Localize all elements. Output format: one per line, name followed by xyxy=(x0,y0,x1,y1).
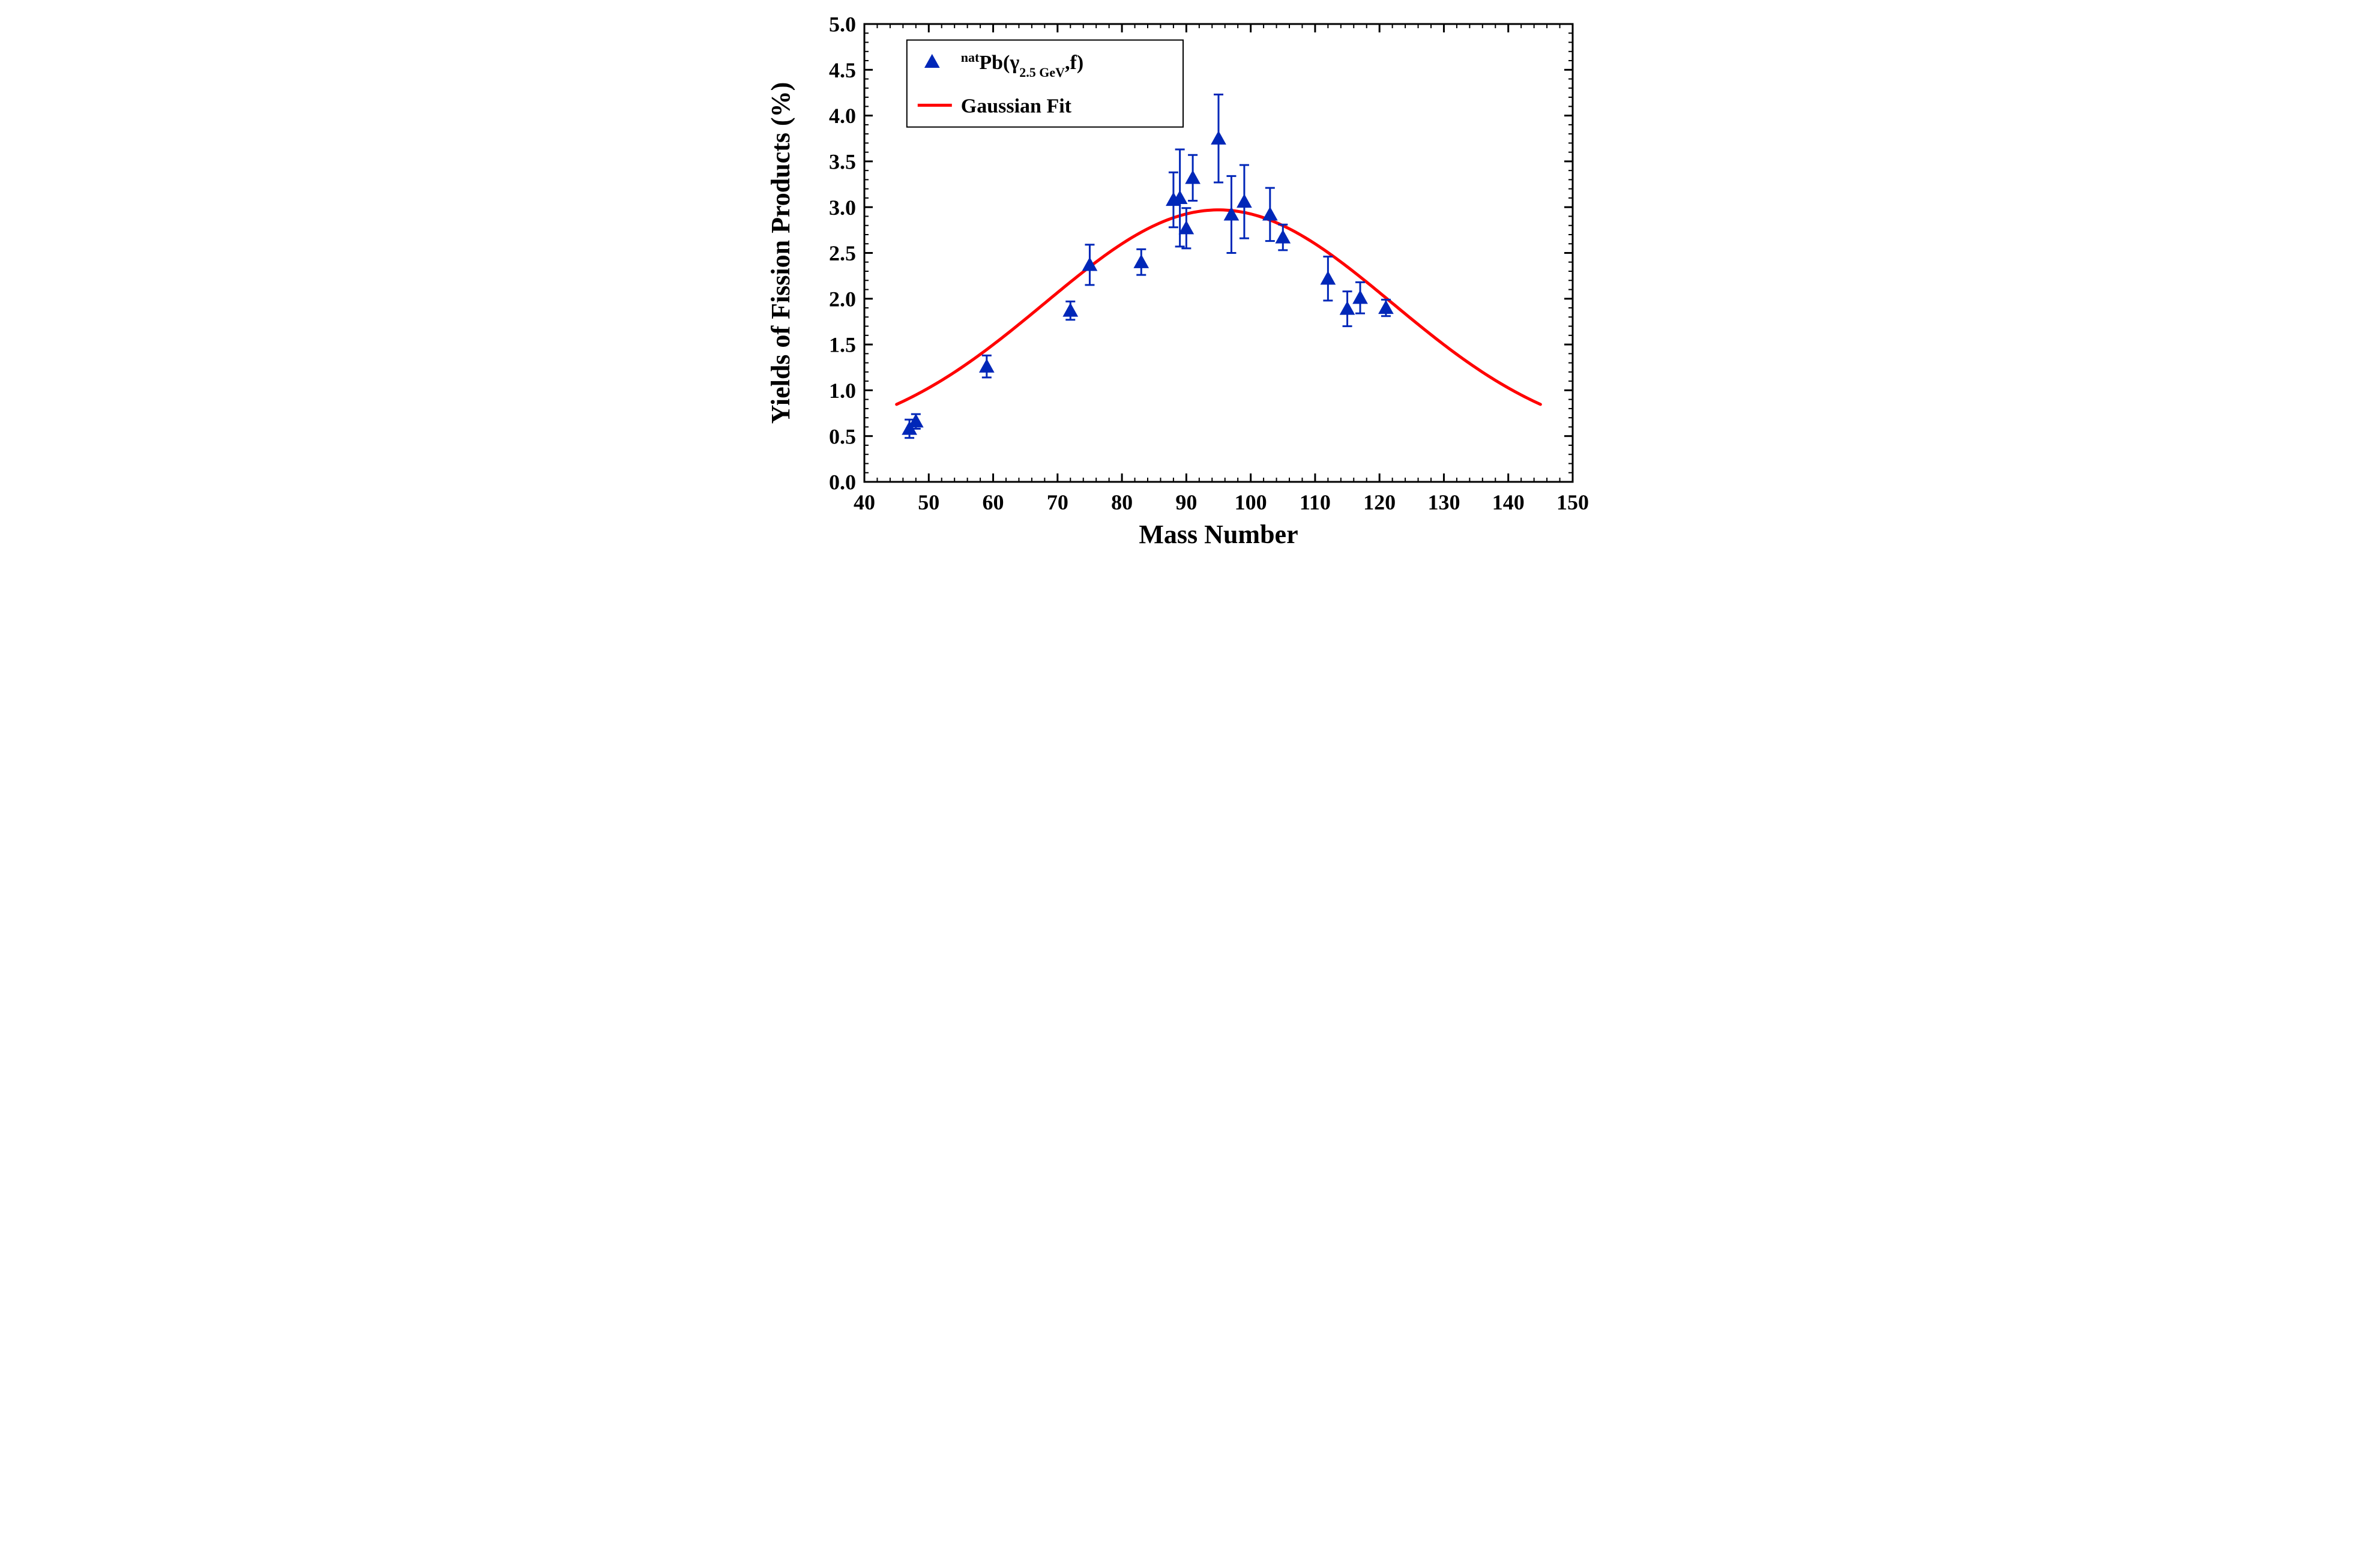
x-tick-label: 40 xyxy=(854,490,875,514)
y-tick-label: 1.5 xyxy=(829,333,856,357)
x-tick-label: 140 xyxy=(1492,490,1525,514)
y-tick-label: 2.0 xyxy=(829,287,856,311)
y-tick-label: 2.5 xyxy=(829,241,856,265)
x-tick-label: 90 xyxy=(1175,490,1197,514)
x-tick-label: 100 xyxy=(1235,490,1267,514)
legend: natPb(γ2.5 GeV,f)Gaussian Fit xyxy=(907,40,1183,127)
chart-container: 40 50 60 70 80 90 100 110 120 130 140 150 0.0 0.5 1.0 1… xyxy=(756,0,1597,560)
y-tick-label: 1.0 xyxy=(829,379,856,403)
y-tick-label: 5.0 xyxy=(829,13,856,37)
x-tick-label: 60 xyxy=(983,490,1004,514)
y-tick-label: 0.0 xyxy=(829,470,856,494)
x-tick-label: 70 xyxy=(1047,490,1068,514)
y-tick-label: 4.0 xyxy=(829,104,856,128)
x-tick-label: 50 xyxy=(918,490,939,514)
legend-label-fit: Gaussian Fit xyxy=(961,95,1072,117)
x-axis-label: Mass Number xyxy=(1139,520,1298,549)
fission-yield-chart: 40 50 60 70 80 90 100 110 120 130 140 150 0.0 0.5 1.0 1… xyxy=(756,0,1597,560)
x-tick-label: 110 xyxy=(1300,490,1331,514)
y-tick-label: 3.0 xyxy=(829,196,856,220)
y-tick-label: 0.5 xyxy=(829,424,856,448)
x-tick-label: 150 xyxy=(1556,490,1589,514)
y-tick-label: 3.5 xyxy=(829,150,856,174)
y-tick-label: 4.5 xyxy=(829,58,856,82)
y-axis-label: Yields of Fission Products (%) xyxy=(766,82,795,424)
x-tick-label: 120 xyxy=(1363,490,1396,514)
x-tick-label: 80 xyxy=(1111,490,1133,514)
x-tick-label: 130 xyxy=(1427,490,1460,514)
